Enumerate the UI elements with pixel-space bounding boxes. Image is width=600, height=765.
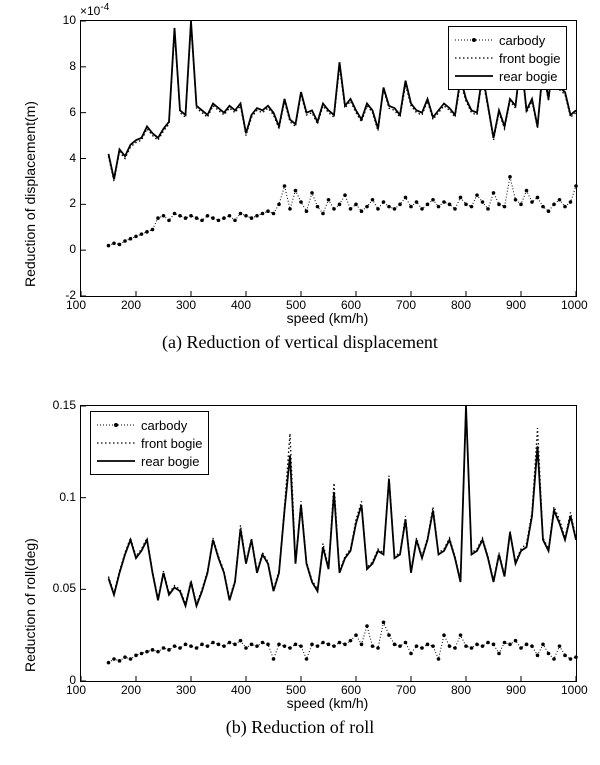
xtick-label: 900 — [506, 683, 526, 697]
legend-label: carbody — [141, 418, 187, 433]
ytick-label: -2 — [65, 288, 76, 302]
ytick-label: 0.1 — [59, 490, 76, 504]
ytick-label: 0 — [69, 242, 76, 256]
chart-b-xlabel: speed (km/h) — [80, 695, 575, 711]
ytick-label: 4 — [69, 151, 76, 165]
xtick-label: 1000 — [561, 298, 588, 312]
chart-a-exponent: ×10-4 — [80, 2, 109, 18]
ytick-label: 6 — [69, 105, 76, 119]
legend-swatch — [455, 51, 493, 65]
xtick-label: 800 — [451, 298, 471, 312]
chart-b-caption: (b) Reduction of roll — [0, 717, 600, 738]
xtick-label: 200 — [121, 298, 141, 312]
page: ×10-4 Reduction of displacement(m) speed… — [0, 0, 600, 765]
legend-item: front bogie — [97, 434, 202, 452]
xtick-label: 600 — [341, 683, 361, 697]
legend-label: rear bogie — [141, 454, 200, 469]
legend-swatch — [97, 436, 135, 450]
xtick-label: 600 — [341, 298, 361, 312]
exp-base: ×10 — [80, 4, 100, 18]
legend: carbody front bogie rear bogie — [448, 26, 567, 90]
ytick-label: 8 — [69, 59, 76, 73]
legend-label: front bogie — [141, 436, 202, 451]
legend-swatch — [455, 69, 493, 83]
legend-label: rear bogie — [499, 69, 558, 84]
ytick-label: 0.15 — [53, 398, 76, 412]
chart-b-ylabel: Reduction of roll(deg) — [22, 538, 38, 672]
xtick-label: 200 — [121, 683, 141, 697]
legend-item: carbody — [455, 31, 560, 49]
xtick-label: 800 — [451, 683, 471, 697]
xtick-label: 300 — [176, 298, 196, 312]
legend-item: carbody — [97, 416, 202, 434]
xtick-label: 300 — [176, 683, 196, 697]
legend: carbody front bogie rear bogie — [90, 411, 209, 475]
ytick-label: 10 — [63, 13, 76, 27]
legend-item: rear bogie — [455, 67, 560, 85]
chart-b-block: Reduction of roll(deg) speed (km/h) (b) … — [0, 385, 600, 765]
exp-sup: -4 — [100, 2, 109, 13]
xtick-label: 900 — [506, 298, 526, 312]
chart-a-caption: (a) Reduction of vertical displacement — [0, 332, 600, 353]
legend-label: carbody — [499, 33, 545, 48]
xtick-label: 700 — [396, 298, 416, 312]
legend-swatch — [455, 33, 493, 47]
xtick-label: 500 — [286, 298, 306, 312]
xtick-label: 700 — [396, 683, 416, 697]
ytick-label: 2 — [69, 196, 76, 210]
xtick-label: 400 — [231, 298, 251, 312]
xtick-label: 400 — [231, 683, 251, 697]
ytick-label: 0 — [69, 673, 76, 687]
ytick-label: 0.05 — [53, 581, 76, 595]
legend-swatch — [97, 454, 135, 468]
legend-item: front bogie — [455, 49, 560, 67]
chart-a-xlabel: speed (km/h) — [80, 310, 575, 326]
legend-swatch — [97, 418, 135, 432]
legend-label: front bogie — [499, 51, 560, 66]
xtick-label: 1000 — [561, 683, 588, 697]
xtick-label: 500 — [286, 683, 306, 697]
legend-item: rear bogie — [97, 452, 202, 470]
chart-a-ylabel: Reduction of displacement(m) — [22, 101, 38, 287]
chart-a-block: ×10-4 Reduction of displacement(m) speed… — [0, 0, 600, 380]
